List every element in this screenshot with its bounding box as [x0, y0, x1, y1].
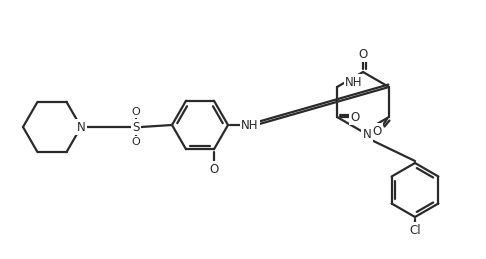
- Text: O: O: [132, 137, 140, 147]
- Text: NH: NH: [345, 76, 363, 89]
- Text: N: N: [363, 127, 371, 140]
- Text: O: O: [132, 107, 140, 117]
- Text: NH: NH: [241, 119, 259, 132]
- Text: O: O: [350, 111, 360, 124]
- Text: Cl: Cl: [409, 224, 421, 236]
- Text: O: O: [209, 163, 219, 176]
- Text: O: O: [372, 125, 382, 138]
- Text: O: O: [358, 47, 367, 61]
- Text: N: N: [77, 120, 86, 133]
- Text: S: S: [132, 120, 139, 133]
